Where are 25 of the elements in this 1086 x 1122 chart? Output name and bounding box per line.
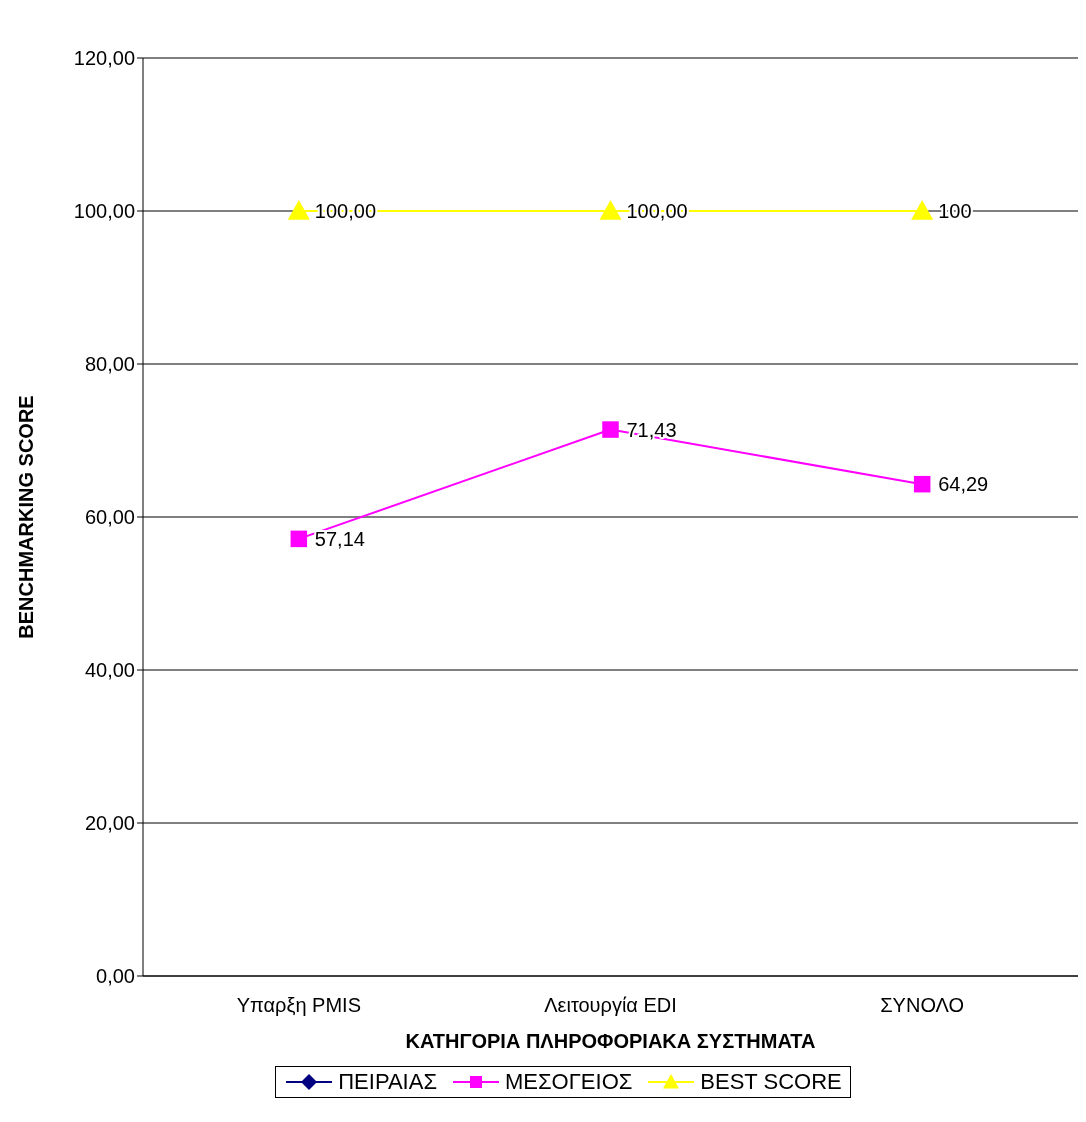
legend-label: ΜΕΣΟΓΕΙΟΣ [505, 1069, 633, 1095]
y-tick-label: 60,00 [84, 506, 135, 529]
point [287, 200, 310, 220]
data-label: 71,43 [626, 418, 677, 441]
x-tick-label: ΣΥΝΟΛΟ [880, 994, 965, 1017]
y-tick-label: 0,00 [96, 965, 135, 988]
data-label: 64,29 [938, 473, 989, 496]
x-tick-label: Λειτουργία EDI [544, 994, 677, 1017]
point [290, 530, 308, 548]
point [602, 421, 619, 438]
point [911, 200, 934, 220]
y-axis-title: BENCHMARKING SCORE [15, 395, 38, 639]
x-axis-title: ΚΑΤΗΓΟΡΙΑ ΠΛΗΡΟΦΟΡΙΑΚΑ ΣΥΣΤΗΜΑΤΑ [405, 1030, 816, 1052]
point [913, 475, 931, 493]
y-tick-label: 80,00 [84, 353, 135, 376]
y-tick-label: 120,00 [73, 47, 135, 70]
data-label: 100 [938, 200, 972, 222]
y-tick-label: 20,00 [84, 812, 135, 835]
legend-label: BEST SCORE [700, 1069, 842, 1095]
y-tick-label: 100,00 [73, 200, 135, 223]
x-tick-label: Υπαρξη PMIS [236, 994, 361, 1017]
y-tick-label: 40,00 [84, 659, 135, 682]
legend-label: ΠΕΙΡΑΙΑΣ [338, 1069, 438, 1095]
point [599, 200, 622, 220]
data-label: 57,14 [314, 527, 365, 550]
